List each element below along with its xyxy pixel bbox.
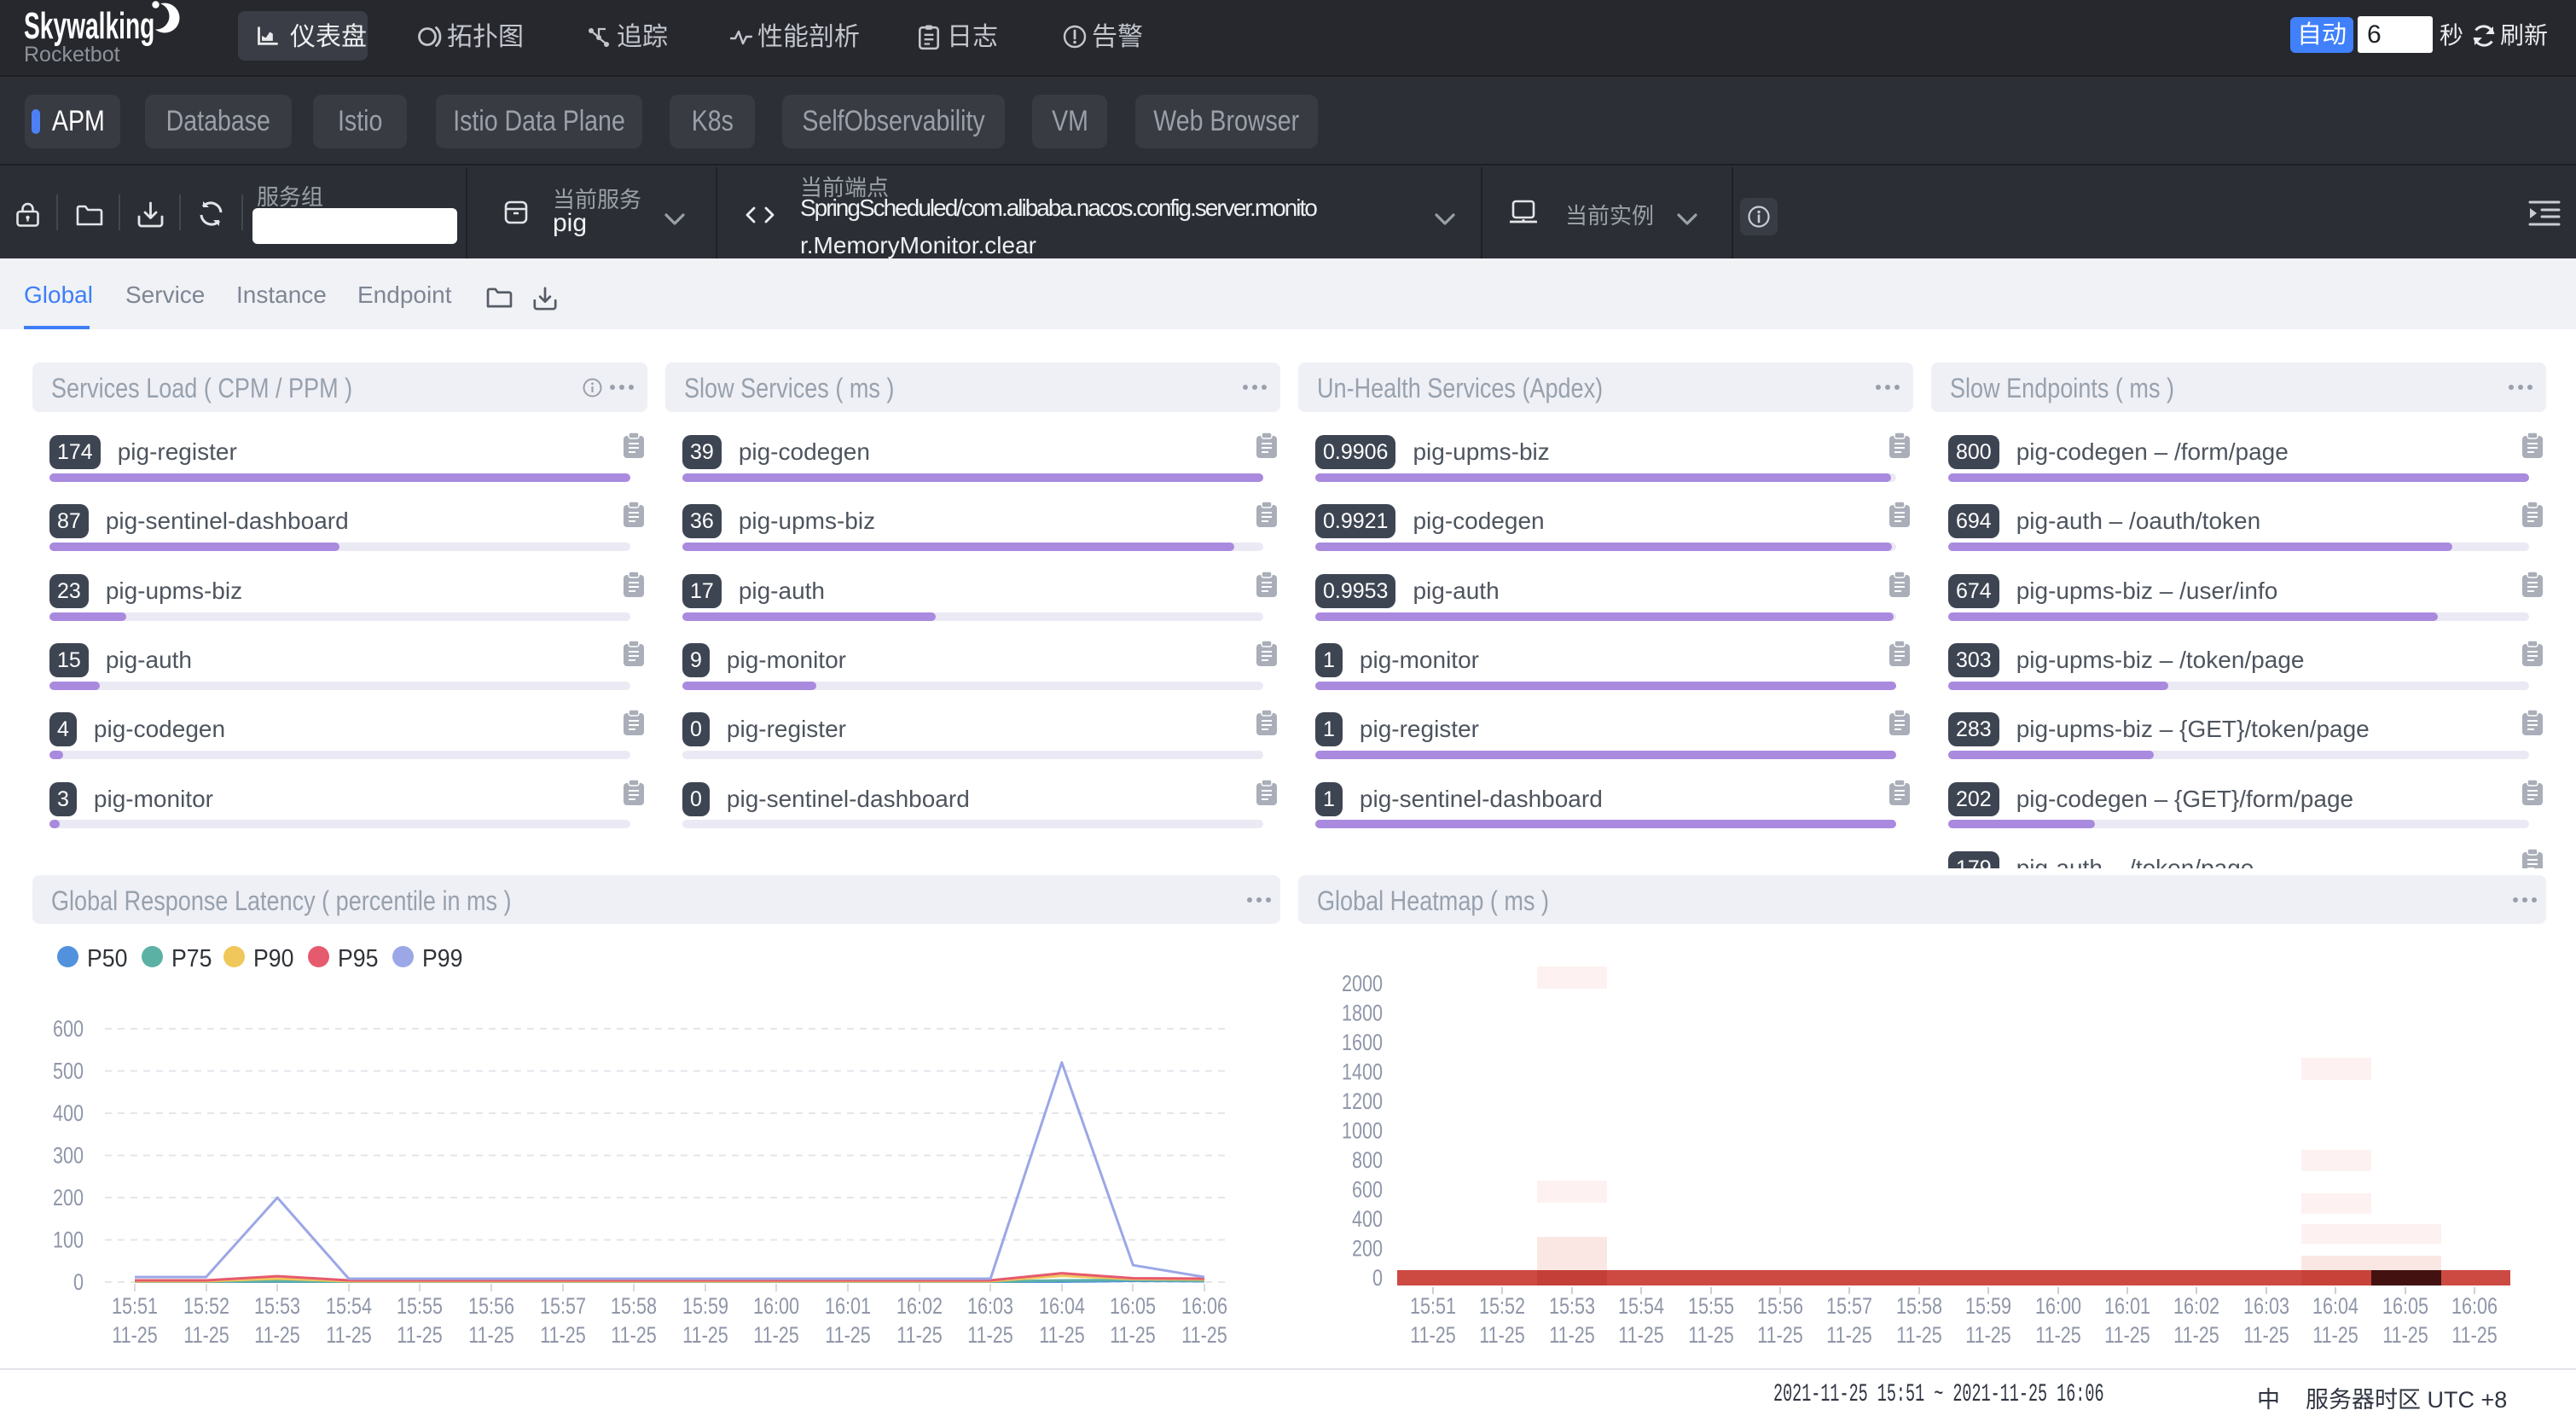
svg-text:15:53: 15:53 [1549, 1294, 1595, 1320]
svg-text:15:56: 15:56 [1757, 1294, 1803, 1320]
svg-text:0: 0 [73, 1270, 84, 1296]
svg-text:2000: 2000 [1342, 972, 1383, 997]
svg-text:11-25: 11-25 [397, 1323, 443, 1349]
svg-text:11-25: 11-25 [1549, 1323, 1595, 1349]
svg-text:11-25: 11-25 [967, 1323, 1013, 1349]
svg-text:11-25: 11-25 [183, 1323, 229, 1349]
svg-text:16:06: 16:06 [1181, 1294, 1227, 1320]
svg-text:16:02: 16:02 [896, 1294, 943, 1320]
svg-text:800: 800 [1352, 1148, 1383, 1174]
svg-text:1800: 1800 [1342, 1001, 1383, 1026]
svg-text:11-25: 11-25 [468, 1323, 514, 1349]
svg-text:11-25: 11-25 [2035, 1323, 2081, 1349]
svg-text:300: 300 [53, 1143, 84, 1169]
svg-text:15:51: 15:51 [112, 1294, 158, 1320]
svg-text:11-25: 11-25 [1039, 1323, 1085, 1349]
svg-text:11-25: 11-25 [2382, 1323, 2428, 1349]
svg-text:11-25: 11-25 [2451, 1323, 2498, 1349]
svg-text:11-25: 11-25 [1410, 1323, 1456, 1349]
svg-text:15:53: 15:53 [254, 1294, 300, 1320]
svg-text:11-25: 11-25 [611, 1323, 657, 1349]
svg-text:11-25: 11-25 [1965, 1323, 2011, 1349]
svg-text:15:55: 15:55 [397, 1294, 443, 1320]
svg-text:11-25: 11-25 [2312, 1323, 2358, 1349]
svg-text:0: 0 [1372, 1266, 1383, 1291]
svg-text:16:05: 16:05 [2382, 1294, 2428, 1320]
svg-text:16:06: 16:06 [2451, 1294, 2498, 1320]
svg-text:11-25: 11-25 [1618, 1323, 1664, 1349]
svg-text:11-25: 11-25 [1826, 1323, 1872, 1349]
svg-text:11-25: 11-25 [896, 1323, 943, 1349]
svg-text:200: 200 [1352, 1236, 1383, 1262]
svg-text:15:54: 15:54 [1618, 1294, 1664, 1320]
svg-text:16:04: 16:04 [2312, 1294, 2358, 1320]
svg-text:15:52: 15:52 [183, 1294, 229, 1320]
svg-text:1000: 1000 [1342, 1118, 1383, 1144]
svg-text:400: 400 [53, 1101, 84, 1127]
svg-text:15:59: 15:59 [1965, 1294, 2011, 1320]
svg-text:16:01: 16:01 [2104, 1294, 2150, 1320]
svg-text:15:57: 15:57 [540, 1294, 586, 1320]
svg-text:16:00: 16:00 [753, 1294, 799, 1320]
svg-text:11-25: 11-25 [2104, 1323, 2150, 1349]
svg-text:16:05: 16:05 [1110, 1294, 1156, 1320]
svg-text:16:03: 16:03 [967, 1294, 1013, 1320]
svg-text:1400: 1400 [1342, 1059, 1383, 1085]
svg-text:15:58: 15:58 [611, 1294, 657, 1320]
svg-text:15:57: 15:57 [1826, 1294, 1872, 1320]
svg-text:1600: 1600 [1342, 1030, 1383, 1056]
svg-text:11-25: 11-25 [2173, 1323, 2219, 1349]
svg-text:15:54: 15:54 [326, 1294, 372, 1320]
svg-text:11-25: 11-25 [1896, 1323, 1942, 1349]
svg-text:11-25: 11-25 [1688, 1323, 1734, 1349]
svg-text:15:58: 15:58 [1896, 1294, 1942, 1320]
svg-text:100: 100 [53, 1227, 84, 1253]
svg-text:11-25: 11-25 [682, 1323, 728, 1349]
svg-text:11-25: 11-25 [1479, 1323, 1525, 1349]
svg-text:11-25: 11-25 [326, 1323, 372, 1349]
svg-text:16:02: 16:02 [2173, 1294, 2219, 1320]
svg-text:15:56: 15:56 [468, 1294, 514, 1320]
svg-text:15:51: 15:51 [1410, 1294, 1456, 1320]
svg-text:15:59: 15:59 [682, 1294, 728, 1320]
svg-text:11-25: 11-25 [540, 1323, 586, 1349]
svg-text:400: 400 [1352, 1207, 1383, 1233]
svg-text:11-25: 11-25 [254, 1323, 300, 1349]
svg-text:16:04: 16:04 [1039, 1294, 1085, 1320]
svg-text:600: 600 [53, 1017, 84, 1042]
svg-text:11-25: 11-25 [1181, 1323, 1227, 1349]
svg-text:11-25: 11-25 [2243, 1323, 2289, 1349]
svg-text:11-25: 11-25 [1110, 1323, 1156, 1349]
svg-text:11-25: 11-25 [112, 1323, 158, 1349]
svg-text:16:03: 16:03 [2243, 1294, 2289, 1320]
svg-text:1200: 1200 [1342, 1089, 1383, 1115]
svg-text:11-25: 11-25 [753, 1323, 799, 1349]
svg-text:15:55: 15:55 [1688, 1294, 1734, 1320]
svg-text:11-25: 11-25 [825, 1323, 871, 1349]
svg-text:16:01: 16:01 [825, 1294, 871, 1320]
svg-text:200: 200 [53, 1186, 84, 1211]
svg-text:500: 500 [53, 1059, 84, 1084]
svg-text:600: 600 [1352, 1177, 1383, 1203]
svg-text:15:52: 15:52 [1479, 1294, 1525, 1320]
svg-text:16:00: 16:00 [2035, 1294, 2081, 1320]
svg-text:11-25: 11-25 [1757, 1323, 1803, 1349]
